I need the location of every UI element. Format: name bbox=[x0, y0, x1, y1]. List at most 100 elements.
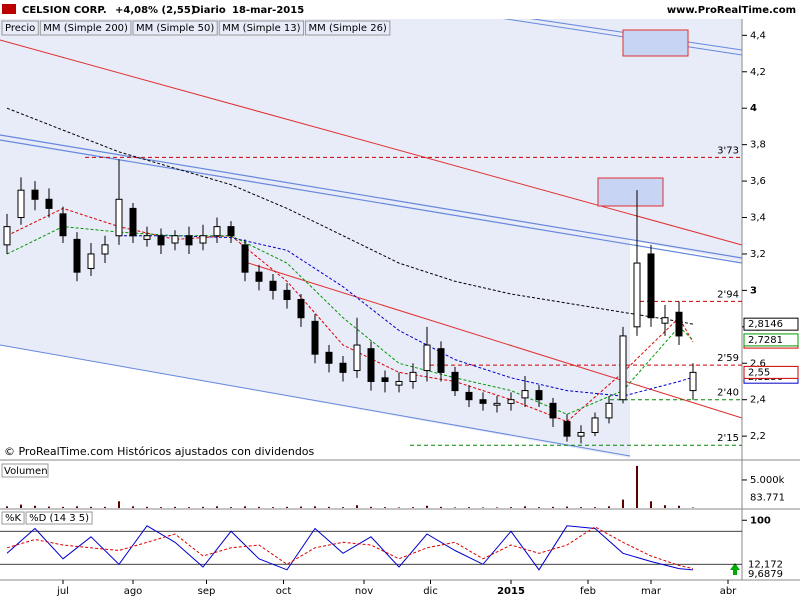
volume-bar bbox=[20, 505, 22, 508]
volume-bar bbox=[398, 507, 400, 508]
panel-title: Volumen bbox=[4, 466, 48, 477]
volume-bar bbox=[90, 507, 92, 508]
footnote: © ProRealTime.com Históricos ajustados c… bbox=[4, 445, 315, 458]
candle-body bbox=[452, 372, 458, 390]
date: 18-mar-2015 bbox=[232, 5, 304, 16]
oscillator-last: 12,172 bbox=[748, 560, 783, 571]
volume-bar bbox=[608, 506, 610, 508]
candle-body bbox=[536, 391, 542, 400]
candle-body bbox=[368, 349, 374, 382]
volume-bar bbox=[650, 501, 652, 508]
y-tick-label: 2,4 bbox=[750, 395, 766, 406]
zone-box bbox=[623, 30, 688, 56]
symbol: CELSION CORP. bbox=[22, 5, 107, 16]
volume-bar bbox=[244, 506, 246, 508]
volume-bar bbox=[76, 506, 78, 508]
candle-body bbox=[326, 352, 332, 363]
change: +4,08% (2,55) bbox=[115, 5, 195, 16]
x-tick-label: abr bbox=[720, 586, 737, 597]
zone-box bbox=[598, 178, 663, 206]
volume-bar bbox=[174, 507, 176, 508]
candle-body bbox=[648, 254, 654, 318]
candle-body bbox=[284, 290, 290, 299]
x-tick-label: ago bbox=[124, 586, 143, 597]
x-tick-label: feb bbox=[580, 586, 596, 597]
x-tick-label: sep bbox=[198, 586, 216, 597]
candle-body bbox=[270, 281, 276, 290]
volume-bar bbox=[440, 507, 442, 508]
volume-bar bbox=[230, 507, 232, 508]
x-tick-label: mar bbox=[641, 586, 662, 597]
candle-body bbox=[88, 254, 94, 269]
logo bbox=[2, 4, 16, 14]
candle-body bbox=[382, 378, 388, 382]
candle-body bbox=[214, 227, 220, 236]
volume-bar bbox=[6, 506, 8, 508]
legend-entry: %D (14 3 5) bbox=[29, 513, 89, 524]
candle-body bbox=[186, 236, 192, 245]
volume-bar bbox=[664, 505, 666, 508]
candle-body bbox=[46, 199, 52, 208]
candle-body bbox=[424, 345, 430, 371]
level-label: 2'15 bbox=[717, 433, 739, 444]
volume-bar bbox=[160, 507, 162, 508]
price-label: 2,8146 bbox=[748, 319, 783, 330]
x-tick-label: nov bbox=[355, 586, 373, 597]
candle-body bbox=[256, 272, 262, 281]
volume-bar bbox=[272, 507, 274, 508]
volume-bar bbox=[216, 506, 218, 508]
x-tick-label: dic bbox=[423, 586, 438, 597]
candle-body bbox=[116, 199, 122, 235]
volume-bar bbox=[384, 507, 386, 508]
candle-body bbox=[312, 321, 318, 354]
candle-body bbox=[690, 372, 696, 390]
y-tick-label: 4,2 bbox=[750, 67, 766, 78]
volume-bar bbox=[314, 506, 316, 508]
candle-body bbox=[494, 403, 500, 405]
volume-bar bbox=[370, 507, 372, 508]
volume-bar bbox=[118, 501, 120, 508]
candle-body bbox=[522, 391, 528, 398]
volume-bar bbox=[510, 507, 512, 508]
candle-body bbox=[242, 245, 248, 272]
volume-bar bbox=[286, 507, 288, 508]
candle-body bbox=[564, 422, 570, 437]
candle-body bbox=[4, 227, 10, 245]
volume-bar bbox=[132, 506, 134, 508]
candle-body bbox=[438, 349, 444, 373]
candle-body bbox=[550, 403, 556, 418]
candle-body bbox=[74, 239, 80, 272]
legend-entry: %K bbox=[5, 513, 22, 524]
candle-body bbox=[18, 190, 24, 217]
candle-body bbox=[144, 236, 150, 240]
volume-bar bbox=[202, 507, 204, 508]
legend-entry: MM (Simple 200) bbox=[43, 23, 128, 34]
level-label: 2'40 bbox=[717, 388, 739, 399]
level-label: 3'73 bbox=[717, 145, 739, 156]
candle-body bbox=[410, 372, 416, 381]
y-tick-label: 3,8 bbox=[750, 140, 766, 151]
legend-entry: MM (Simple 13) bbox=[222, 23, 300, 34]
site: www.ProRealTime.com bbox=[667, 5, 796, 16]
volume-bar bbox=[62, 507, 64, 508]
volume-bar bbox=[622, 500, 624, 508]
x-tick-label: oct bbox=[276, 586, 292, 597]
y-tick-label: 3,4 bbox=[750, 213, 766, 224]
candle-body bbox=[396, 381, 402, 385]
x-tick-label: 2015 bbox=[497, 586, 525, 597]
y-tick-label: 2,2 bbox=[750, 431, 766, 442]
candle-body bbox=[354, 345, 360, 371]
candle-body bbox=[228, 227, 234, 236]
candle-body bbox=[634, 263, 640, 327]
volume-bar bbox=[538, 507, 540, 508]
volume-bar bbox=[636, 466, 638, 508]
candle-body bbox=[466, 392, 472, 399]
volume-bar bbox=[482, 507, 484, 508]
volume-bar bbox=[356, 505, 358, 508]
candle-body bbox=[508, 400, 514, 404]
legend-entry: MM (Simple 26) bbox=[309, 23, 387, 34]
candle-body bbox=[676, 312, 682, 336]
candle-body bbox=[32, 190, 38, 199]
y-tick-label: 5.000k bbox=[750, 475, 785, 486]
